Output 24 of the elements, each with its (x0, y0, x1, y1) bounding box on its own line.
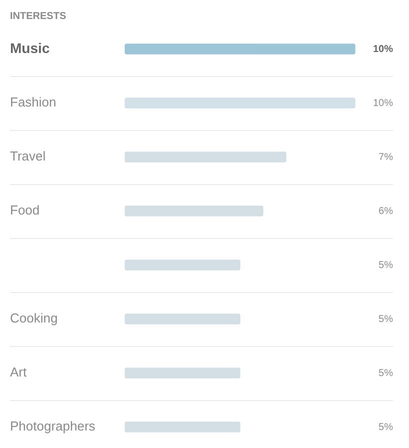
bar (124, 368, 240, 378)
data-label: 6% (378, 206, 394, 217)
y-tick-label: Travel (10, 148, 46, 164)
y-tick-label: Cooking (10, 310, 58, 326)
y-tick-label: Fashion (10, 94, 56, 110)
bar (124, 44, 356, 54)
data-label: 10% (372, 44, 394, 55)
data-label: 5% (378, 422, 394, 433)
bar (124, 422, 240, 432)
y-tick-label: Art (10, 364, 27, 380)
text: INTERESTS (10, 10, 66, 22)
y-tick-label: Food (10, 202, 40, 218)
data-label: 5% (378, 368, 394, 379)
bar (124, 314, 240, 324)
y-tick-label: Music (10, 40, 50, 56)
data-label: 5% (378, 260, 394, 271)
bar (124, 206, 264, 216)
bar (124, 260, 240, 270)
data-label: 5% (378, 314, 394, 325)
data-label: 10% (372, 98, 394, 109)
y-tick-label: Photographers (10, 418, 96, 434)
bar (124, 152, 286, 162)
data-label: 7% (378, 152, 394, 163)
bar (124, 98, 356, 108)
